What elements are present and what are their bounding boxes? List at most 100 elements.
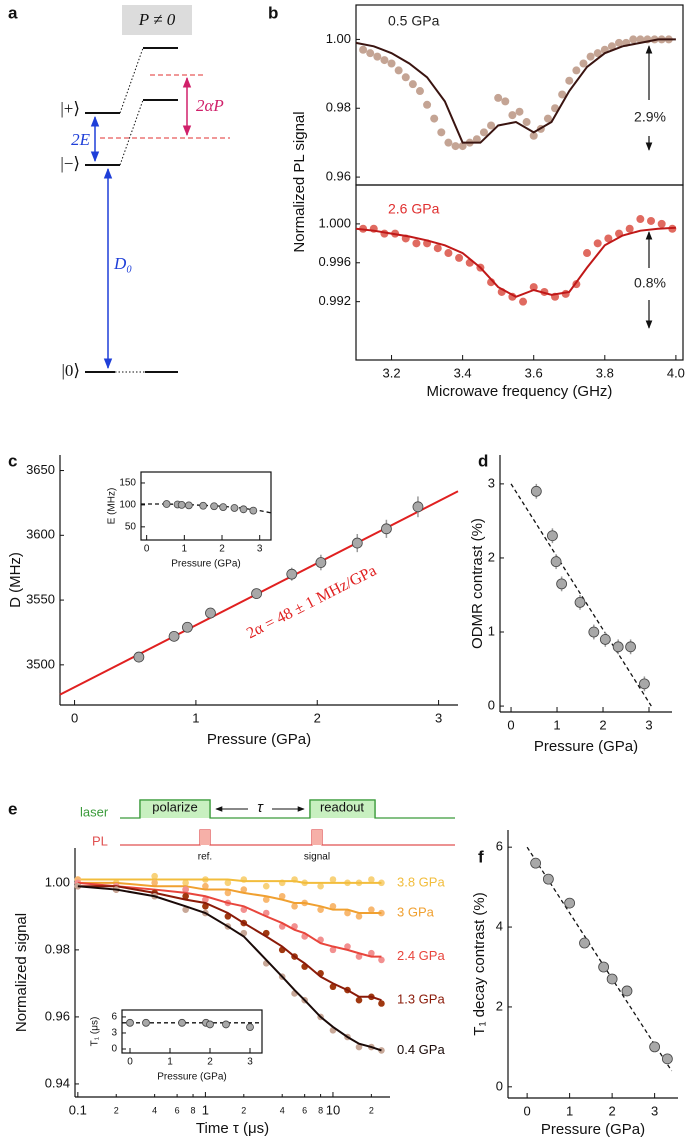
data-point [508, 111, 517, 120]
zero-field-label: D₀ [113, 254, 132, 273]
data-point [586, 52, 595, 61]
data-point [162, 500, 171, 508]
data-point [262, 882, 270, 890]
data-point [487, 121, 496, 130]
series-label: 2.4 GPa [397, 948, 445, 963]
y-axis-label: ODMR contrast (%) [469, 518, 486, 649]
x-tick-label: 8 [318, 1105, 323, 1115]
data-point [412, 239, 421, 248]
data-point [222, 1020, 230, 1029]
data-point [530, 485, 542, 497]
data-point [529, 283, 538, 292]
data-point [458, 142, 467, 151]
data-point [621, 985, 633, 997]
data-point [380, 56, 389, 65]
x-tick-label: 0.1 [69, 1102, 87, 1117]
annotation: 2α = 48 ± 1 MHz/GPa [244, 562, 379, 642]
series-label: 3.8 GPa [397, 874, 445, 889]
y-tick-label: 1.00 [326, 31, 351, 46]
data-point [182, 879, 189, 887]
x-tick-label: 1 [167, 1057, 173, 1068]
annotation: 0.5 GPa [388, 13, 440, 29]
x-tick-label: 3 [645, 717, 652, 732]
shift-label: 2αP [196, 96, 224, 115]
y-tick-label: 3600 [26, 527, 55, 542]
data-point [588, 626, 600, 638]
x-tick-label: 4.0 [667, 365, 685, 380]
panel-label: f [478, 847, 484, 866]
plot-frame [140, 471, 272, 541]
panel: 0.992 0.996 1.000 3.2 3.4 3.6 3.8 4.0 Microwave … [318, 184, 685, 400]
series-label: 0.4 GPa [397, 1042, 445, 1057]
y-tick-label: 3 [111, 1028, 117, 1039]
x-tick-label: 3 [257, 544, 263, 555]
fit-line [510, 483, 652, 707]
data-point [547, 530, 558, 542]
data-point [522, 118, 531, 127]
data-point [615, 38, 624, 47]
data-point [184, 501, 193, 510]
y-tick-label: 3 [488, 475, 495, 490]
data-point [657, 219, 666, 228]
y-tick-label: 0.96 [45, 1008, 70, 1023]
plot-frame [121, 1009, 263, 1054]
y-tick-label: 3550 [26, 592, 55, 607]
data-point [530, 857, 542, 869]
y-tick-label: 150 [119, 478, 136, 489]
data-point [315, 557, 327, 568]
level-connector [119, 47, 144, 114]
data-point [177, 501, 186, 509]
data-point [251, 588, 262, 600]
x-tick-label: 2 [219, 544, 225, 555]
data-point [394, 66, 403, 75]
data-point [415, 87, 424, 96]
fit-line [355, 226, 676, 298]
data-point [151, 872, 158, 880]
x-tick-label: 1 [553, 717, 560, 732]
data-point [286, 568, 298, 580]
data-point [168, 630, 180, 642]
sequence-label: τ [257, 799, 264, 816]
x-tick-label: 1 [202, 1102, 209, 1117]
data-point [598, 961, 610, 973]
data-point [317, 906, 324, 913]
data-point [378, 879, 385, 887]
data-point [661, 1053, 673, 1065]
data-point [606, 973, 618, 985]
sequence-label: ref. [198, 852, 212, 863]
data-point [551, 104, 560, 113]
x-tick-label: 3.4 [454, 365, 472, 380]
level-diagram: a P ≠ 0 |+⟩ |−⟩ |0⟩ 2E D₀ 2αP [8, 3, 230, 380]
annotation: 0.8% [634, 275, 666, 291]
data-point [494, 93, 503, 102]
plot-frame [355, 4, 684, 186]
y-axis-label: Normalized signal [13, 913, 30, 1032]
sequence-label: signal [304, 852, 330, 863]
data-point [202, 882, 209, 890]
data-point [368, 949, 375, 957]
panel-label: e [8, 799, 17, 818]
data-point [224, 889, 232, 897]
data-point [455, 253, 464, 262]
data-point [355, 953, 363, 960]
x-axis-label: Pressure (GPa) [157, 1072, 226, 1083]
x-tick-label: 0 [507, 717, 514, 732]
y-tick-label: 0 [496, 1078, 503, 1093]
data-point [612, 641, 624, 653]
data-point [558, 90, 567, 99]
data-point [230, 504, 239, 512]
data-point [636, 215, 645, 224]
data-point [381, 523, 392, 535]
data-point [182, 886, 189, 893]
data-point [182, 621, 193, 633]
data-point [579, 937, 590, 949]
data-point [378, 956, 385, 964]
data-point [199, 501, 208, 510]
data-point [556, 578, 568, 590]
y-axis-label: T₁ (μs) [90, 1017, 101, 1047]
y-tick-label: 1.00 [45, 874, 70, 889]
panel: 0.96 0.98 1.00 Normalized PL signal b 0.5 GPa… [268, 3, 684, 253]
data-point [593, 49, 602, 58]
y-axis-label: D (MHz) [7, 552, 24, 608]
inset-background [122, 1010, 262, 1053]
